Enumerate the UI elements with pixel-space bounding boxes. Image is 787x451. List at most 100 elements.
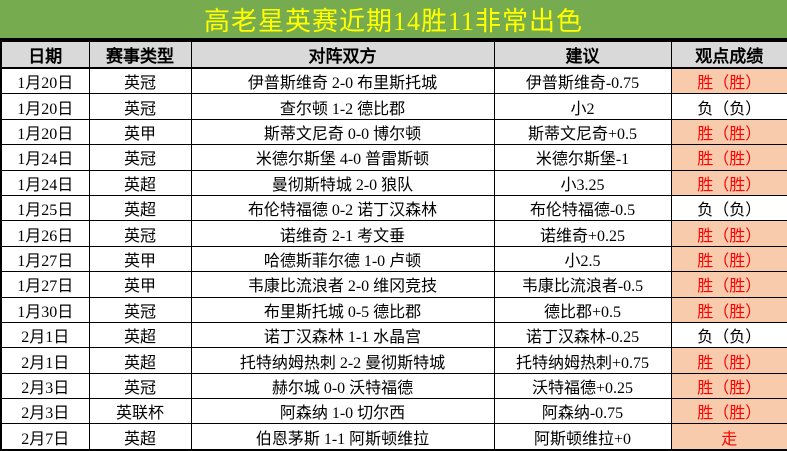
cell-advice: 诺维奇+0.25 [493, 220, 672, 247]
cell-league: 英甲 [88, 271, 192, 298]
cell-league: 英超 [88, 169, 192, 196]
cell-league: 英超 [88, 194, 192, 222]
cell-league: 英甲 [88, 118, 192, 146]
cell-league: 英超 [88, 321, 192, 349]
cell-league: 英超 [88, 423, 192, 451]
cell-date: 1月27日 [0, 271, 90, 298]
cell-advice: 小2.5 [493, 245, 672, 273]
cell-advice: 小2 [493, 93, 672, 120]
cell-result: 胜（胜） [670, 67, 787, 95]
cell-date: 1月26日 [0, 220, 90, 247]
table-row: 1月24日 英冠 米德尔斯堡 4-0 普雷斯顿 米德尔斯堡-1 胜（胜） [0, 144, 787, 171]
cell-league: 英冠 [88, 67, 192, 95]
column-header-1: 赛事类型 [88, 40, 192, 69]
cell-date: 1月25日 [0, 194, 90, 222]
cell-result: 负（负） [670, 321, 787, 349]
title-banner: 高老星英赛近期14胜11非常出色 [0, 0, 787, 40]
cell-match: 诺维奇 2-1 考文垂 [190, 220, 495, 247]
cell-result: 胜（胜） [670, 347, 787, 374]
cell-result: 胜（胜） [670, 220, 787, 247]
cell-date: 2月7日 [0, 423, 90, 451]
column-header-3: 建议 [493, 40, 672, 69]
cell-league: 英甲 [88, 245, 192, 273]
table-row: 1月30日 英冠 布里斯托城 0-5 德比郡 德比郡+0.5 胜（胜） [0, 296, 787, 323]
cell-match: 布伦特福德 0-2 诺丁汉森林 [190, 194, 495, 222]
cell-result: 胜（胜） [670, 271, 787, 298]
column-header-2: 对阵双方 [190, 40, 495, 69]
cell-advice: 小3.25 [493, 169, 672, 196]
cell-date: 1月27日 [0, 245, 90, 273]
cell-result: 胜（胜） [670, 245, 787, 273]
cell-match: 查尔顿 1-2 德比郡 [190, 93, 495, 120]
table-row: 2月7日 英超 伯恩茅斯 1-1 阿斯顿维拉 阿斯顿维拉+0 走 [0, 423, 787, 451]
cell-date: 1月20日 [0, 118, 90, 146]
cell-league: 英冠 [88, 220, 192, 247]
cell-result: 胜（胜） [670, 118, 787, 146]
cell-match: 诺丁汉森林 1-1 水晶宫 [190, 321, 495, 349]
cell-match: 赫尔城 0-0 沃特福德 [190, 372, 495, 400]
cell-league: 英冠 [88, 93, 192, 120]
cell-result: 负（负） [670, 93, 787, 120]
table-row: 1月24日 英超 曼彻斯特城 2-0 狼队 小3.25 胜（胜） [0, 169, 787, 196]
header-row: 日期 赛事类型 对阵双方 建议 观点成绩 [0, 40, 787, 69]
cell-match: 哈德斯菲尔德 1-0 卢顿 [190, 245, 495, 273]
cell-result: 胜（胜） [670, 144, 787, 171]
cell-result: 胜（胜） [670, 296, 787, 323]
table-row: 2月1日 英超 诺丁汉森林 1-1 水晶宫 诺丁汉森林-0.25 负（负） [0, 321, 787, 349]
page-title: 高老星英赛近期14胜11非常出色 [203, 6, 584, 36]
table-row: 1月26日 英冠 诺维奇 2-1 考文垂 诺维奇+0.25 胜（胜） [0, 220, 787, 247]
cell-match: 伊普斯维奇 2-0 布里斯托城 [190, 67, 495, 95]
table-row: 2月3日 英联杯 阿森纳 1-0 切尔西 阿森纳-0.75 胜（胜） [0, 398, 787, 425]
column-header-4: 观点成绩 [670, 40, 787, 69]
cell-date: 1月30日 [0, 296, 90, 323]
cell-result: 胜（胜） [670, 169, 787, 196]
table-row: 1月20日 英冠 伊普斯维奇 2-0 布里斯托城 伊普斯维奇-0.75 胜（胜） [0, 67, 787, 95]
cell-match: 布里斯托城 0-5 德比郡 [190, 296, 495, 323]
cell-league: 英冠 [88, 296, 192, 323]
cell-advice: 沃特福德+0.25 [493, 372, 672, 400]
cell-advice: 米德尔斯堡-1 [493, 144, 672, 171]
cell-match: 曼彻斯特城 2-0 狼队 [190, 169, 495, 196]
table-row: 1月27日 英甲 韦康比流浪者 2-0 维冈竞技 韦康比流浪者-0.5 胜（胜） [0, 271, 787, 298]
cell-advice: 阿森纳-0.75 [493, 398, 672, 425]
cell-match: 韦康比流浪者 2-0 维冈竞技 [190, 271, 495, 298]
cell-result: 负（负） [670, 194, 787, 222]
cell-advice: 德比郡+0.5 [493, 296, 672, 323]
cell-advice: 韦康比流浪者-0.5 [493, 271, 672, 298]
cell-advice: 布伦特福德-0.5 [493, 194, 672, 222]
cell-advice: 伊普斯维奇-0.75 [493, 67, 672, 95]
cell-date: 1月24日 [0, 169, 90, 196]
cell-date: 2月3日 [0, 372, 90, 400]
cell-advice: 斯蒂文尼奇+0.5 [493, 118, 672, 146]
cell-date: 2月1日 [0, 321, 90, 349]
cell-date: 1月20日 [0, 93, 90, 120]
cell-result: 胜（胜） [670, 372, 787, 400]
cell-date: 2月3日 [0, 398, 90, 425]
cell-advice: 诺丁汉森林-0.25 [493, 321, 672, 349]
cell-league: 英冠 [88, 144, 192, 171]
cell-match: 米德尔斯堡 4-0 普雷斯顿 [190, 144, 495, 171]
cell-result: 胜（胜） [670, 398, 787, 425]
table-row: 2月3日 英冠 赫尔城 0-0 沃特福德 沃特福德+0.25 胜（胜） [0, 372, 787, 400]
table-row: 1月20日 英冠 查尔顿 1-2 德比郡 小2 负（负） [0, 93, 787, 120]
cell-league: 英联杯 [88, 398, 192, 425]
cell-advice: 托特纳姆热刺+0.75 [493, 347, 672, 374]
cell-date: 2月1日 [0, 347, 90, 374]
table-row: 1月20日 英甲 斯蒂文尼奇 0-0 博尔顿 斯蒂文尼奇+0.5 胜（胜） [0, 118, 787, 146]
cell-advice: 阿斯顿维拉+0 [493, 423, 672, 451]
cell-match: 斯蒂文尼奇 0-0 博尔顿 [190, 118, 495, 146]
cell-date: 1月20日 [0, 67, 90, 95]
cell-result: 走 [670, 423, 787, 451]
column-header-0: 日期 [0, 40, 90, 69]
cell-league: 英冠 [88, 372, 192, 400]
table-row: 1月27日 英甲 哈德斯菲尔德 1-0 卢顿 小2.5 胜（胜） [0, 245, 787, 273]
cell-league: 英超 [88, 347, 192, 374]
results-table: 日期 赛事类型 对阵双方 建议 观点成绩 1月20日 英冠 伊普斯维奇 2-0 布里斯托… [0, 40, 787, 451]
table-row: 1月25日 英超 布伦特福德 0-2 诺丁汉森林 布伦特福德-0.5 负（负） [0, 194, 787, 222]
table-row: 2月1日 英超 托特纳姆热刺 2-2 曼彻斯特城 托特纳姆热刺+0.75 胜（胜… [0, 347, 787, 374]
cell-match: 阿森纳 1-0 切尔西 [190, 398, 495, 425]
cell-match: 伯恩茅斯 1-1 阿斯顿维拉 [190, 423, 495, 451]
results-table-body: 1月20日 英冠 伊普斯维奇 2-0 布里斯托城 伊普斯维奇-0.75 胜（胜）… [0, 67, 787, 451]
cell-date: 1月24日 [0, 144, 90, 171]
